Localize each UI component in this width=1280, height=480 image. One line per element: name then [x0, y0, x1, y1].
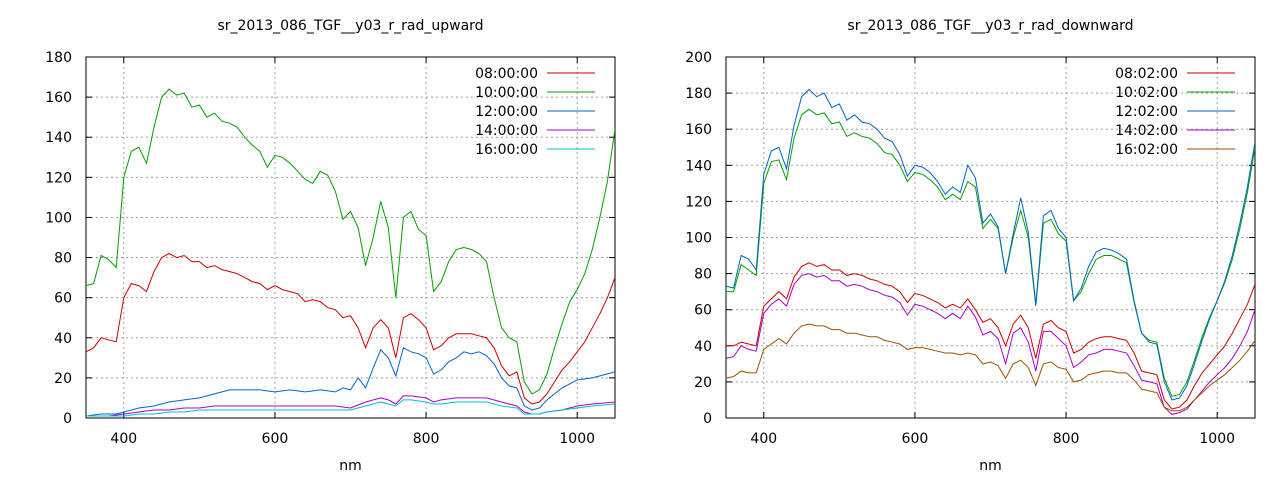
x-tick-label: 800 — [1053, 431, 1080, 447]
series-line-120000 — [86, 347, 615, 417]
y-tick-label: 0 — [703, 411, 712, 427]
legend-label: 10:02:00 — [1115, 85, 1178, 101]
legend-label: 10:00:00 — [475, 85, 538, 101]
y-tick-label: 0 — [63, 411, 72, 427]
x-tick-label: 600 — [902, 431, 929, 447]
chart-title: sr_2013_086_TGF__y03_r_rad_downward — [847, 18, 1133, 34]
x-tick-label: 400 — [750, 431, 777, 447]
legend-label: 16:00:00 — [475, 142, 538, 158]
y-tick-label: 20 — [54, 371, 72, 387]
legend-label: 08:02:00 — [1115, 66, 1178, 82]
series-line-140000 — [86, 395, 615, 417]
y-tick-label: 20 — [694, 375, 712, 391]
y-tick-label: 40 — [54, 331, 72, 347]
y-tick-label: 120 — [45, 170, 72, 186]
x-axis-label: nm — [339, 458, 362, 474]
y-tick-label: 160 — [45, 90, 72, 106]
legend-label: 08:00:00 — [475, 66, 538, 82]
y-tick-label: 60 — [54, 291, 72, 307]
y-tick-label: 120 — [685, 194, 712, 210]
chart-title: sr_2013_086_TGF__y03_r_rad_upward — [217, 18, 483, 34]
y-tick-label: 200 — [685, 50, 712, 66]
x-tick-label: 600 — [262, 431, 289, 447]
x-tick-label: 800 — [413, 431, 440, 447]
chart-1: sr_2013_086_TGF__y03_r_rad_upward 0 20 40 60… — [45, 18, 616, 474]
x-tick-label: 1000 — [559, 431, 595, 447]
series-line-160200 — [726, 323, 1255, 412]
y-tick-label: 180 — [685, 86, 712, 102]
y-tick-label: 60 — [694, 303, 712, 319]
x-tick-label: 1000 — [1199, 431, 1235, 447]
chart-2: sr_2013_086_TGF__y03_r_rad_downward 0 20 40… — [685, 18, 1256, 474]
y-tick-label: 140 — [45, 130, 72, 146]
y-tick-label: 140 — [685, 158, 712, 174]
series-line-120200 — [726, 88, 1255, 401]
y-tick-label: 80 — [694, 267, 712, 283]
series-line-160000 — [86, 399, 615, 417]
series-line-080200 — [726, 262, 1255, 410]
legend-label: 14:00:00 — [475, 123, 538, 139]
legend-label: 12:02:00 — [1115, 104, 1178, 120]
series-line-080000 — [86, 252, 615, 405]
series-line-140200 — [726, 273, 1255, 415]
y-tick-label: 100 — [45, 210, 72, 226]
y-tick-label: 180 — [45, 50, 72, 66]
series-line-100000 — [86, 88, 615, 395]
legend-label: 14:02:00 — [1115, 123, 1178, 139]
x-axis-label: nm — [979, 458, 1002, 474]
legend-label: 12:00:00 — [475, 104, 538, 120]
series-line-100200 — [726, 108, 1255, 397]
y-tick-label: 40 — [694, 339, 712, 355]
y-tick-label: 100 — [685, 231, 712, 247]
y-tick-label: 80 — [54, 251, 72, 267]
y-tick-label: 160 — [685, 122, 712, 138]
x-tick-label: 400 — [110, 431, 137, 447]
legend-label: 16:02:00 — [1115, 142, 1178, 158]
plot-frame — [85, 56, 616, 419]
